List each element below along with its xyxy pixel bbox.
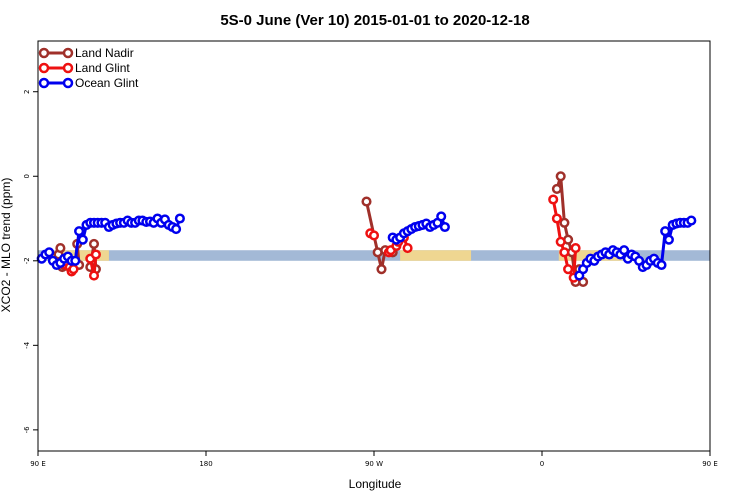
- data-point-ocean-glint: [439, 221, 450, 233]
- y-tick-label: -4: [23, 341, 31, 349]
- data-point-ocean-glint: [171, 224, 182, 235]
- legend-entry-land-glint: Land Glint: [38, 61, 130, 75]
- y-tick-label: 2: [23, 89, 31, 93]
- series-land-nadir: [53, 171, 589, 287]
- data-point-land-nadir: [555, 171, 566, 182]
- legend-entry-ocean-glint: Ocean Glint: [38, 76, 139, 90]
- chart-title: 5S-0 June (Ver 10) 2015-01-01 to 2020-12…: [220, 12, 529, 29]
- data-point-land-glint: [548, 194, 559, 205]
- legend: Land Nadir Land Glint Ocean Glint: [38, 46, 139, 90]
- data-point-land-glint: [559, 247, 570, 258]
- data-point-land-nadir: [551, 183, 562, 194]
- legend-marker-land-glint: [62, 62, 74, 74]
- data-point-land-glint: [68, 264, 79, 275]
- land-band-segment: [400, 250, 472, 261]
- legend-marker-land-glint: [38, 62, 50, 74]
- data-point-ocean-glint: [74, 226, 85, 237]
- series-land-glint: [60, 194, 581, 283]
- x-axis: 90 E 180 90 W 0 90 E: [30, 451, 718, 468]
- legend-marker-land-nadir: [38, 47, 50, 59]
- data-point-ocean-glint: [686, 215, 697, 226]
- series-layer: [36, 171, 697, 287]
- y-axis-label: XCO2 - MLO trend (ppm): [0, 178, 13, 313]
- data-point-land-nadir: [376, 264, 387, 275]
- data-point-ocean-glint: [436, 211, 447, 222]
- data-point-ocean-glint: [174, 213, 185, 224]
- legend-label-land-nadir: Land Nadir: [75, 46, 134, 60]
- x-tick-label: 90 E: [30, 460, 46, 468]
- data-point-ocean-glint: [44, 247, 55, 258]
- legend-label-land-glint: Land Glint: [75, 61, 130, 75]
- data-point-ocean-glint: [70, 255, 81, 266]
- data-point-land-glint: [551, 213, 562, 224]
- x-tick-label: 90 W: [365, 460, 383, 468]
- x-tick-label: 90 E: [702, 460, 718, 468]
- legend-marker-ocean-glint: [62, 77, 74, 89]
- legend-marker-land-nadir: [62, 47, 74, 59]
- data-point-land-glint: [90, 249, 101, 260]
- y-tick-label: 0: [23, 174, 31, 178]
- plot-frame: [37, 40, 711, 452]
- data-point-ocean-glint: [77, 234, 88, 245]
- data-point-land-glint: [563, 264, 574, 275]
- data-point-ocean-glint: [660, 226, 671, 237]
- data-point-land-glint: [368, 230, 380, 241]
- data-point-land-glint: [402, 243, 413, 254]
- data-point-land-nadir: [361, 196, 372, 207]
- data-point-land-nadir: [55, 243, 66, 254]
- data-point-ocean-glint: [656, 259, 667, 271]
- data-point-land-glint: [88, 270, 100, 281]
- data-point-land-glint: [555, 236, 566, 247]
- x-tick-label: 0: [540, 460, 544, 468]
- legend-marker-ocean-glint: [38, 77, 50, 89]
- y-tick-label: -2: [23, 257, 31, 264]
- y-axis: 2 0 -2 -4 -6: [23, 89, 38, 433]
- y-tick-label: -6: [23, 426, 31, 434]
- x-axis-label: Longitude: [349, 477, 402, 491]
- data-point-land-nadir: [559, 217, 570, 228]
- legend-label-ocean-glint: Ocean Glint: [75, 76, 139, 90]
- series-ocean-glint: [36, 211, 697, 281]
- legend-entry-land-nadir: Land Nadir: [38, 46, 134, 60]
- data-point-ocean-glint: [663, 234, 674, 245]
- land-band-segment: [52, 250, 109, 261]
- x-tick-label: 180: [199, 460, 212, 468]
- data-point-ocean-glint: [619, 245, 630, 256]
- data-point-land-nadir: [88, 238, 100, 249]
- data-point-land-glint: [570, 243, 581, 254]
